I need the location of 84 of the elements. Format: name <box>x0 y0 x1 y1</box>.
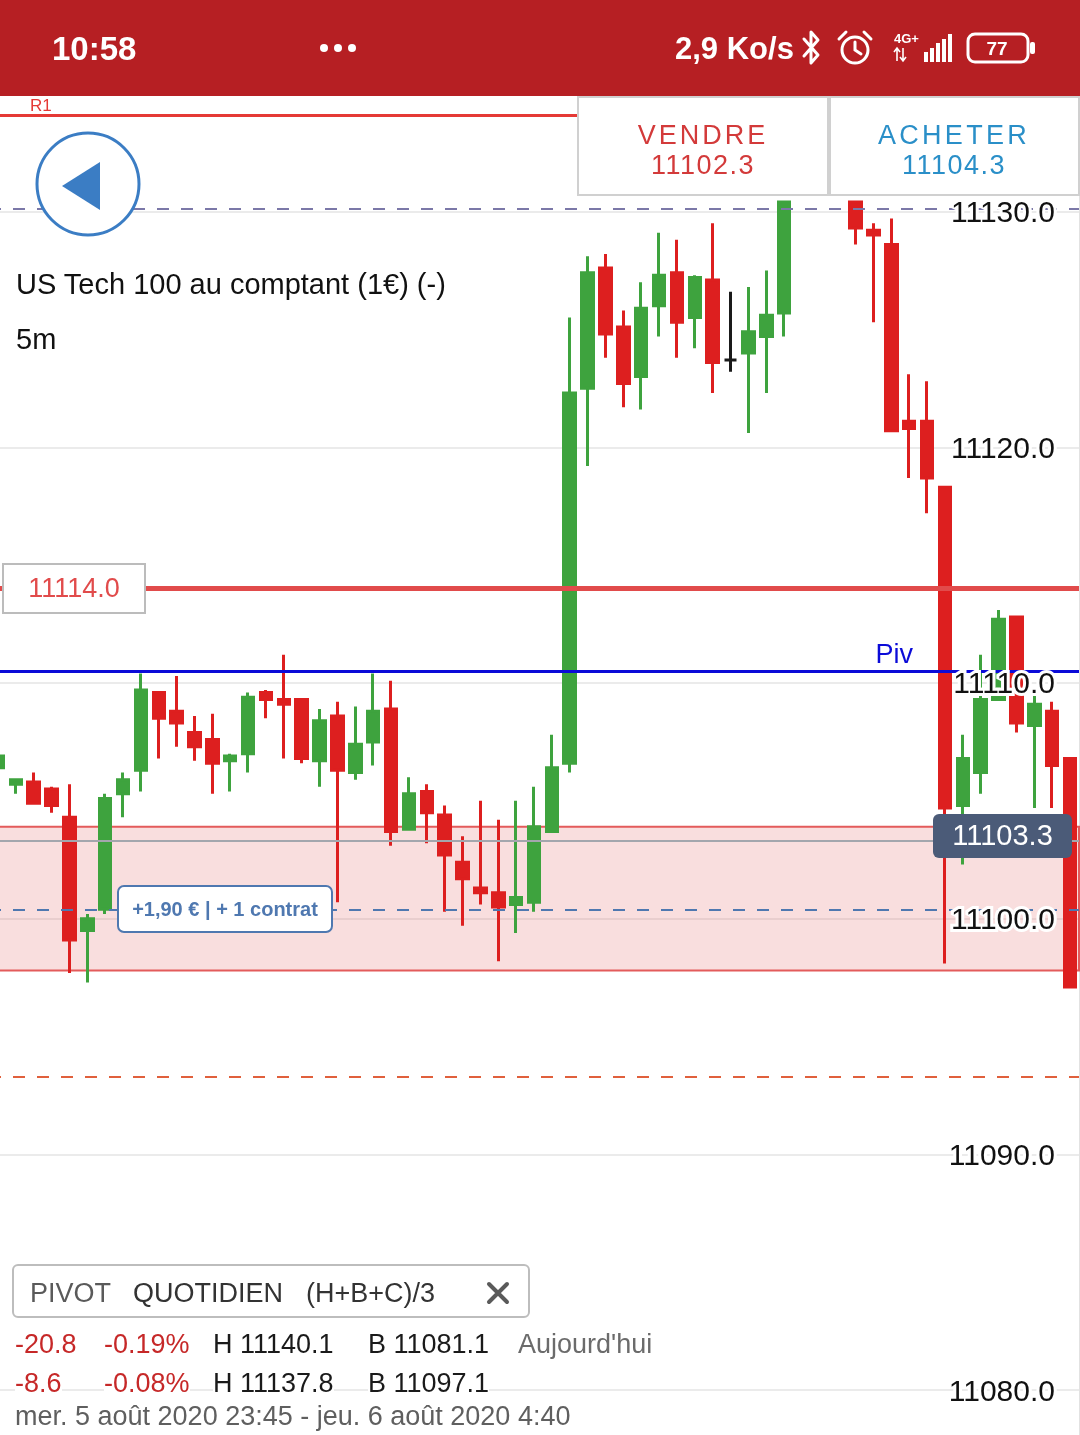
candlestick <box>205 713 220 794</box>
candlestick <box>9 778 23 796</box>
candlestick <box>26 772 41 805</box>
annotation: Aujourd'hui <box>518 1328 653 1359</box>
candlestick <box>187 715 202 761</box>
y-tick-label: 11130.0 <box>951 195 1055 229</box>
ref-line-label: Piv <box>875 639 913 670</box>
candlestick <box>902 374 916 478</box>
candlestick <box>545 734 559 834</box>
ref-line-label: +1,90 € | + 1 contrat <box>132 898 318 921</box>
text: 77 <box>986 37 1008 59</box>
candlestick <box>437 805 452 912</box>
candlestick <box>562 317 577 773</box>
annotation: QUOTIDIEN <box>133 1277 284 1308</box>
annotation: -0.08% <box>104 1367 190 1398</box>
annotation: B 11097.1 <box>368 1367 490 1398</box>
annotation: ACHETER <box>877 119 1031 150</box>
candlestick <box>330 701 345 903</box>
candlestick <box>723 291 738 372</box>
candlestick <box>634 282 648 410</box>
candlestick <box>44 786 59 813</box>
ref-line-label: R1 <box>30 95 52 115</box>
text: US Tech 100 au comptant (1€) (-) <box>16 268 446 300</box>
annotation: mer. 5 août 2020 23:45 - jeu. 6 août 2020 4:40 <box>15 1400 571 1431</box>
text: 2,9 Ko/s <box>675 30 794 66</box>
ref-line-label: 11114.0 <box>28 573 120 604</box>
y-tick-label: 11090.0 <box>948 1137 1055 1171</box>
y-tick-label: 11100.0 <box>951 902 1055 936</box>
candlestick <box>741 286 756 434</box>
candlestick <box>384 680 398 846</box>
annotation: H 11140.1 <box>213 1328 334 1359</box>
text: 4G+ <box>894 30 919 46</box>
candlestick <box>455 836 470 926</box>
candlestick <box>1045 701 1059 808</box>
annotation: -0.19% <box>104 1328 190 1359</box>
candlestick <box>491 819 506 962</box>
candlestick <box>241 692 255 773</box>
candlestick <box>509 800 523 933</box>
text: 5m <box>16 323 57 355</box>
candlestick <box>294 697 309 764</box>
annotation: -8.6 <box>15 1367 62 1398</box>
candlestick <box>688 275 702 349</box>
candlestick <box>223 753 237 792</box>
text: 10:58 <box>52 29 137 67</box>
candlestick <box>420 784 434 844</box>
y-tick-label: 11080.0 <box>948 1373 1055 1407</box>
candlestick <box>580 256 595 467</box>
candlestick <box>312 708 327 787</box>
candlestick <box>259 690 273 719</box>
candlestick <box>848 200 863 245</box>
candlestick <box>598 253 613 358</box>
candlestick <box>80 914 95 983</box>
candlestick <box>705 223 720 394</box>
candlestick <box>348 706 363 780</box>
candlestick <box>884 218 899 433</box>
candlestick <box>366 673 380 766</box>
annotation: (H+B+C)/3 <box>306 1277 436 1308</box>
annotation: VENDRE <box>637 119 769 150</box>
y-tick-label: 11120.0 <box>951 430 1055 464</box>
candlestick <box>652 232 666 337</box>
candlestick <box>98 793 112 915</box>
candlestick <box>152 690 166 759</box>
candlestick <box>777 200 791 337</box>
ref-line-label: 11103.3 <box>952 819 1053 852</box>
annotation: 11102.3 <box>650 149 756 180</box>
candlestick <box>116 772 130 818</box>
annotation: B 11081.1 <box>368 1328 490 1359</box>
candlestick <box>866 223 881 323</box>
candlestick <box>759 270 774 394</box>
candlestick <box>169 675 184 747</box>
annotation: -20.8 <box>15 1328 77 1359</box>
annotation: 11104.3 <box>901 149 1007 180</box>
candlestick <box>134 673 148 792</box>
candlestick <box>473 800 488 905</box>
candlestick <box>402 777 416 831</box>
annotation: H 11137.8 <box>213 1367 334 1398</box>
candlestick <box>616 310 631 408</box>
candlestick <box>670 239 684 358</box>
candlestick <box>527 786 541 912</box>
candlestick <box>920 381 934 514</box>
candlestick <box>938 485 952 964</box>
candlestick <box>277 654 291 759</box>
annotation: PIVOT <box>30 1277 112 1308</box>
candlestick <box>62 784 77 973</box>
